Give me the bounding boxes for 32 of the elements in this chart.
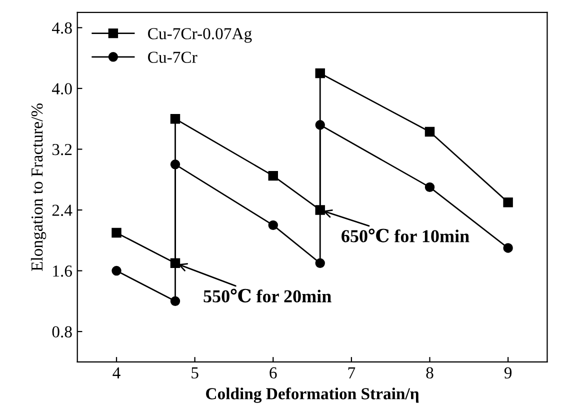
point xyxy=(315,120,325,130)
y-tick-label: 1.6 xyxy=(53,266,72,277)
legend-label: Cu-7Cr xyxy=(148,52,198,63)
point xyxy=(170,114,180,124)
y-tick-label: 2.4 xyxy=(52,204,72,216)
point xyxy=(424,126,435,137)
x-tick-label: 8 xyxy=(426,367,434,379)
x-tick-label: 9 xyxy=(504,367,512,379)
point xyxy=(170,296,180,306)
point xyxy=(315,68,325,78)
point xyxy=(112,266,122,276)
legend-label: Cu-7Cr-0.07Ag xyxy=(148,28,252,43)
x-tick-label: 7 xyxy=(348,367,356,378)
point xyxy=(424,182,435,192)
y-tick-label: 4.8 xyxy=(52,22,72,34)
point xyxy=(315,258,325,268)
point xyxy=(170,160,180,170)
annotation: 550℃ for 20min xyxy=(204,288,332,302)
point xyxy=(268,220,278,230)
point xyxy=(503,243,513,253)
y-tick-label: 3.2 xyxy=(52,144,72,156)
annotation: 650℃ for 10min xyxy=(342,228,470,242)
x-axis-title: Colding Deformation Strain/η xyxy=(206,387,419,403)
x-tick-label: 4 xyxy=(112,367,120,378)
y-tick-label: 4.0 xyxy=(52,83,72,94)
x-tick-label: 6 xyxy=(270,367,277,379)
y-axis-title: Elongation to Fracture/% xyxy=(30,104,46,271)
point xyxy=(268,170,278,181)
point xyxy=(112,228,122,238)
x-tick-label: 5 xyxy=(192,367,198,379)
point xyxy=(503,198,513,208)
y-tick-label: 0.8 xyxy=(52,326,72,338)
